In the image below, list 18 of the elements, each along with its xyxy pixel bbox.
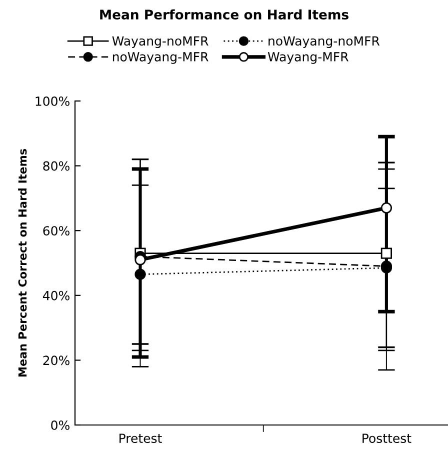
point bbox=[134, 254, 146, 266]
y-tick-label: 40% bbox=[42, 290, 70, 300]
legend-label: noWayang-MFR bbox=[112, 52, 208, 64]
legend-label: noWayang-noMFR bbox=[268, 36, 380, 48]
y-tick-label: 20% bbox=[43, 356, 70, 366]
point bbox=[380, 248, 392, 259]
y-tick-label: 80% bbox=[43, 161, 70, 171]
x-tick-label: Posttest bbox=[362, 434, 412, 444]
y-tick-label: 60% bbox=[43, 226, 70, 236]
y-axis-title: Mean Percent Correct on Hard Items bbox=[18, 149, 27, 376]
legend-label: Wayang-noMFR bbox=[112, 36, 208, 48]
point bbox=[380, 202, 392, 214]
legend-label: Wayang-MFR bbox=[268, 52, 348, 64]
y-tick-label: 0% bbox=[51, 420, 70, 430]
point bbox=[134, 268, 146, 280]
x-tick-label: Pretest bbox=[120, 434, 162, 444]
chart-title: Mean Performance on Hard Items bbox=[100, 9, 348, 20]
y-tick-label: 100% bbox=[36, 96, 70, 106]
